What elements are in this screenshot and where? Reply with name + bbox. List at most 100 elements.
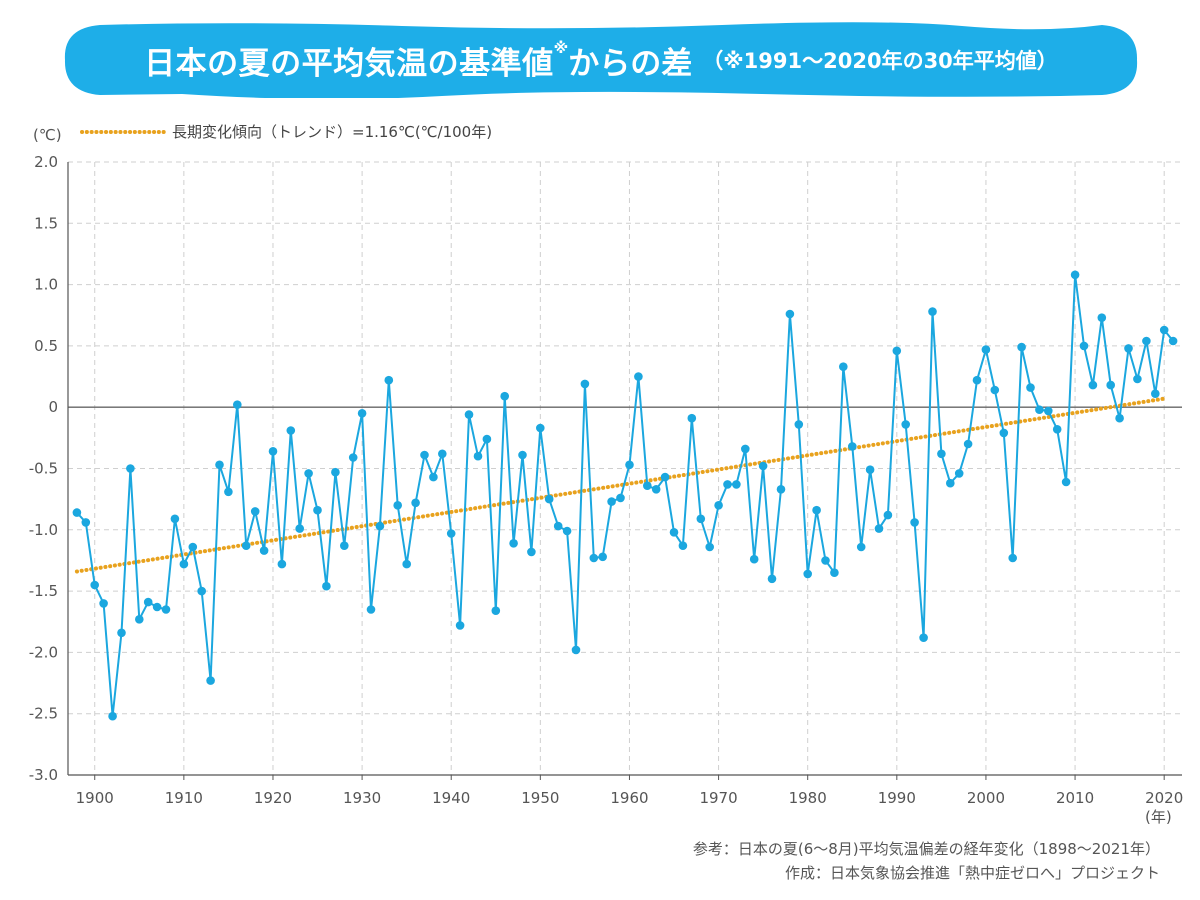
- data-point: [429, 472, 438, 482]
- series-group: [72, 270, 1178, 721]
- x-tick-label: 2000: [967, 789, 1005, 807]
- data-point: [910, 518, 919, 527]
- data-point: [598, 552, 607, 562]
- data-point: [1088, 380, 1098, 390]
- data-point: [963, 439, 973, 449]
- data-point: [981, 345, 991, 354]
- data-point: [1017, 342, 1026, 352]
- y-tick-label: 1.5: [34, 214, 58, 232]
- x-tick-label: 1930: [343, 789, 381, 807]
- data-point: [393, 501, 403, 510]
- data-point: [268, 447, 278, 456]
- data-point: [117, 628, 126, 638]
- x-tick-label: 2020: [1145, 789, 1183, 807]
- data-point: [856, 542, 866, 552]
- footer-reference: 参考：日本の夏(6〜8月)平均気温偏差の経年変化（1898〜2021年）: [692, 840, 1160, 858]
- data-point: [607, 497, 616, 506]
- data-point: [224, 487, 233, 497]
- data-point: [90, 580, 99, 590]
- footer-creator: 作成：日本気象協会推進「熱中症ゼロへ」プロジェクト: [784, 864, 1160, 882]
- data-point: [723, 480, 732, 489]
- data-point: [1008, 553, 1017, 563]
- chart-title: 日本の夏の平均気温の基準値: [144, 45, 554, 82]
- data-point: [375, 521, 385, 531]
- data-point: [803, 569, 812, 579]
- axes: 2.0 1.5 1.0 0.5 0 -0.5 -1.0 -1.5 -2.0 -2.5 -3.0 190…: [29, 153, 1184, 807]
- data-point: [500, 391, 510, 401]
- data-point: [1142, 336, 1151, 346]
- data-point: [313, 505, 322, 515]
- data-point: [1044, 406, 1053, 416]
- x-tick-label: 1960: [610, 789, 648, 807]
- data-point: [518, 450, 527, 460]
- data-point: [972, 375, 982, 385]
- data-point: [340, 541, 349, 550]
- data-point: [1168, 336, 1178, 346]
- title-banner-shape: [64, 22, 1138, 98]
- data-point: [776, 485, 786, 494]
- x-tick-label: 1940: [432, 789, 470, 807]
- data-point: [865, 465, 875, 475]
- data-point: [562, 526, 572, 536]
- data-point: [331, 467, 340, 477]
- data-point: [482, 434, 492, 444]
- x-tick-label: 1920: [254, 789, 292, 807]
- data-point: [295, 524, 305, 533]
- data-point: [259, 546, 269, 555]
- chart-title-suffix: からの差: [568, 45, 693, 82]
- data-point: [616, 493, 625, 503]
- y-axis-unit: (℃): [33, 126, 62, 144]
- data-point: [848, 442, 857, 451]
- data-point: [767, 574, 777, 584]
- data-point: [705, 542, 714, 552]
- data-point: [99, 599, 108, 608]
- x-tick-label: 1990: [878, 789, 916, 807]
- data-point: [473, 451, 483, 461]
- data-point: [785, 309, 795, 319]
- data-point: [643, 481, 652, 491]
- data-point: [464, 410, 474, 419]
- data-point: [669, 528, 679, 537]
- data-point: [241, 541, 251, 550]
- data-point: [277, 559, 287, 569]
- data-point: [741, 444, 750, 454]
- data-point: [536, 423, 545, 433]
- x-tick-label: 2010: [1056, 789, 1094, 807]
- x-axis-unit: (年): [1145, 808, 1172, 826]
- data-point: [553, 521, 563, 531]
- data-point: [1115, 413, 1124, 423]
- chart-subtitle: （※1991〜2020年の30年平均値）: [702, 49, 1058, 73]
- data-point: [571, 645, 581, 655]
- data-point: [544, 494, 554, 504]
- series-line: [76, 273, 1174, 718]
- data-point: [527, 547, 536, 557]
- data-point: [81, 518, 91, 527]
- data-point: [366, 605, 376, 614]
- data-point: [348, 453, 358, 462]
- data-point: [946, 478, 955, 488]
- data-point: [919, 633, 928, 642]
- data-point: [357, 409, 367, 418]
- data-point: [446, 529, 456, 538]
- data-point: [732, 480, 741, 489]
- data-point: [304, 469, 313, 478]
- data-point: [1106, 380, 1115, 390]
- title-banner: [64, 22, 1138, 98]
- data-point: [589, 553, 599, 563]
- data-point: [901, 420, 910, 429]
- data-point: [411, 498, 420, 508]
- data-point: [126, 464, 135, 473]
- x-tick-label: 1980: [789, 789, 827, 807]
- data-point: [72, 508, 82, 517]
- y-tick-label: -1.5: [29, 582, 58, 600]
- data-point: [322, 581, 331, 591]
- data-point: [1159, 325, 1169, 335]
- x-tick-label: 1950: [521, 789, 559, 807]
- y-tick-label: -0.5: [29, 460, 58, 478]
- data-point: [892, 346, 902, 356]
- data-point: [455, 621, 465, 630]
- data-point: [384, 375, 394, 385]
- data-point: [937, 449, 946, 459]
- y-tick-label: -2.0: [29, 643, 58, 661]
